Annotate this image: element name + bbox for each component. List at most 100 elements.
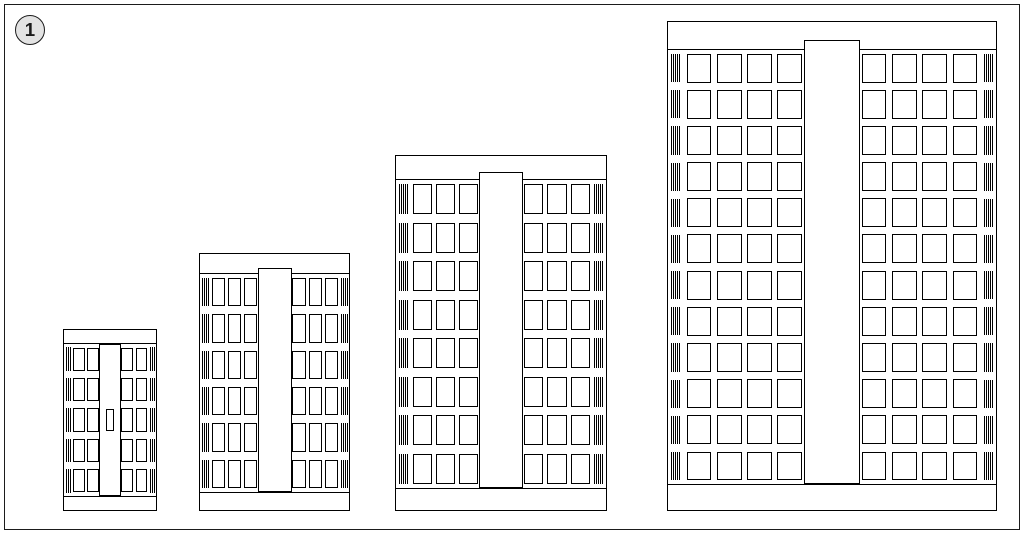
edge-slats-right	[980, 448, 996, 484]
window-cell	[950, 195, 980, 231]
window	[717, 126, 742, 155]
window-cell	[457, 373, 480, 412]
window	[228, 423, 241, 451]
window	[777, 415, 802, 444]
window	[953, 126, 978, 155]
window-cell	[920, 376, 950, 412]
window	[547, 223, 566, 253]
window-cell	[522, 373, 545, 412]
window-cell	[950, 448, 980, 484]
window	[547, 261, 566, 291]
window	[87, 439, 99, 462]
window-cell	[714, 448, 744, 484]
window-cell	[569, 219, 592, 258]
window-cell	[291, 456, 307, 492]
window	[687, 162, 712, 191]
window	[524, 415, 543, 445]
window	[892, 379, 917, 408]
edge-slats-left	[200, 347, 210, 383]
window	[459, 261, 478, 291]
window	[459, 300, 478, 330]
window-cell	[714, 50, 744, 86]
edge-slats-right	[339, 456, 349, 492]
edge-slats-right	[592, 296, 606, 335]
window-cell	[920, 303, 950, 339]
window-cell	[714, 86, 744, 122]
window-cell	[859, 159, 889, 195]
edge-slats-left	[396, 180, 410, 219]
window-cell	[307, 456, 323, 492]
edge-slats-right	[980, 86, 996, 122]
window	[922, 162, 947, 191]
edge-slats-left	[668, 231, 684, 267]
window	[524, 454, 543, 484]
building-b2	[199, 253, 350, 511]
window-cell	[775, 303, 805, 339]
window	[717, 379, 742, 408]
window-cell	[243, 310, 259, 346]
window-cell	[920, 339, 950, 375]
edge-slats-left	[200, 274, 210, 310]
window-cell	[714, 412, 744, 448]
building-b4	[667, 21, 997, 511]
window	[687, 234, 712, 263]
edge-slats-right	[148, 374, 156, 404]
window-cell	[775, 412, 805, 448]
window	[687, 54, 712, 83]
edge-slats-right	[980, 267, 996, 303]
window	[571, 223, 590, 253]
window-cell	[920, 195, 950, 231]
window	[413, 261, 432, 291]
window	[309, 387, 322, 415]
window-cell	[950, 376, 980, 412]
edge-slats-left	[396, 257, 410, 296]
window-cell	[323, 456, 339, 492]
window	[717, 271, 742, 300]
window	[953, 234, 978, 263]
window	[228, 387, 241, 415]
edge-slats-left	[64, 344, 72, 374]
window-cell	[434, 180, 457, 219]
window	[547, 338, 566, 368]
window	[292, 314, 305, 342]
edge-slats-right	[980, 339, 996, 375]
window	[121, 348, 133, 371]
window-cell	[291, 274, 307, 310]
window-cell	[744, 159, 774, 195]
window	[747, 271, 772, 300]
window-cell	[72, 344, 86, 374]
window-cell	[684, 50, 714, 86]
edge-slats-right	[148, 344, 156, 374]
window-cell	[86, 374, 100, 404]
window-cell	[72, 405, 86, 435]
window-cell	[920, 448, 950, 484]
window-cell	[457, 180, 480, 219]
edge-slats-right	[339, 419, 349, 455]
window-cell	[744, 303, 774, 339]
window	[862, 379, 887, 408]
window-cell	[714, 339, 744, 375]
building-b3	[395, 155, 606, 511]
window	[862, 162, 887, 191]
window	[953, 90, 978, 119]
window-cell	[545, 296, 568, 335]
window-cell	[889, 231, 919, 267]
window	[413, 338, 432, 368]
window-cell	[950, 339, 980, 375]
edge-slats-right	[592, 257, 606, 296]
window-cell	[920, 86, 950, 122]
window	[228, 351, 241, 379]
window	[892, 90, 917, 119]
window	[953, 198, 978, 227]
window	[777, 271, 802, 300]
window-cell	[134, 466, 148, 496]
window-cell	[545, 450, 568, 489]
window-cell	[714, 122, 744, 158]
base-band	[668, 484, 996, 510]
edge-slats-left	[64, 435, 72, 465]
window-cell	[684, 267, 714, 303]
window-cell	[859, 376, 889, 412]
edge-slats-left	[668, 195, 684, 231]
window-cell	[307, 383, 323, 419]
window-cell	[569, 257, 592, 296]
